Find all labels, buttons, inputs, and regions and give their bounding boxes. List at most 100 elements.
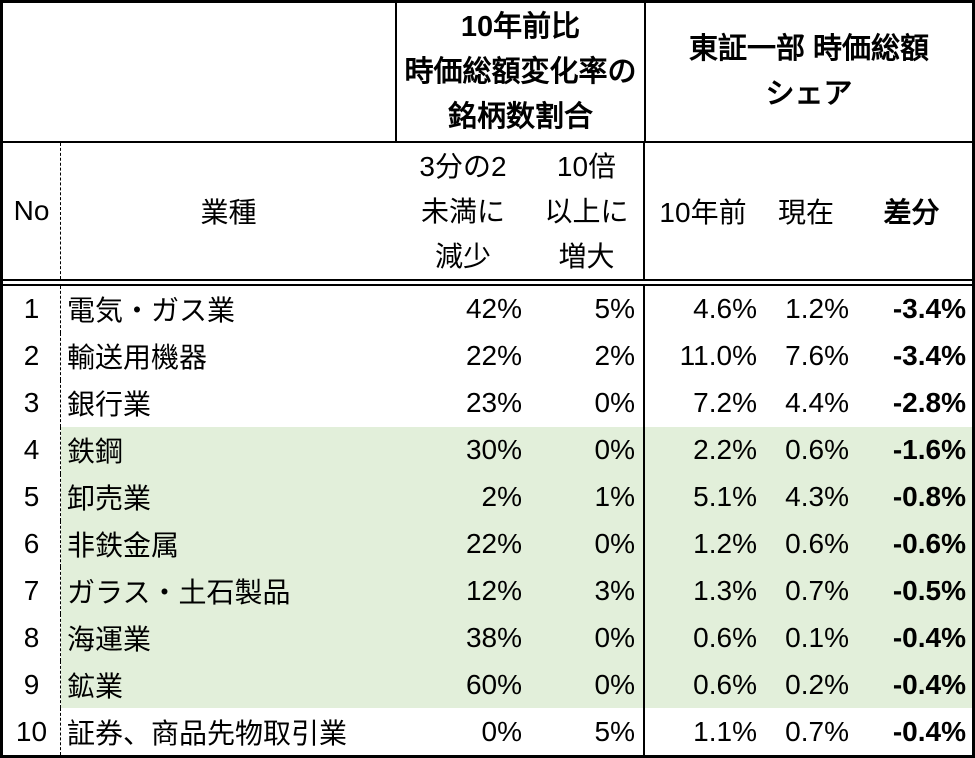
table-body: 1 電気・ガス業 42% 5% 4.6% 1.2% -3.4% 2 輸送用機器 … [3, 286, 972, 755]
cell-industry: 銀行業 [67, 389, 152, 421]
cell-current: 0.6% [761, 520, 851, 568]
cell-increase: 2% [530, 332, 645, 380]
cell-decrease: 38% [396, 614, 530, 662]
group-header-share-line1: 東証一部 時価総額 [688, 33, 930, 65]
cell-current: 0.2% [761, 661, 851, 709]
cell-no: 10 [3, 708, 61, 755]
cell-no: 2 [3, 332, 61, 380]
cell-difference: -0.4% [892, 715, 966, 747]
cell-difference: -0.5% [851, 567, 972, 615]
cell-ten-years-ago: 5.1% [645, 473, 761, 521]
cell-difference: -1.6% [851, 426, 972, 474]
cell-difference: -3.4% [892, 340, 966, 372]
column-header-increase: 10倍 以上に 増大 [530, 143, 645, 279]
cell-no: 5 [3, 473, 61, 521]
cell-no: 8 [3, 614, 61, 662]
cell-difference: -0.8% [851, 473, 972, 521]
table-row: 7 ガラス・土石製品 12% 3% 1.3% 0.7% -0.5% [3, 567, 972, 615]
header-double-rule [3, 279, 972, 286]
cell-industry: 電気・ガス業 [67, 295, 236, 327]
cell-increase: 5% [530, 708, 645, 755]
cell-industry: 証券、商品先物取引業 [67, 717, 348, 749]
cell-increase: 0% [530, 426, 645, 474]
cell-ten-years-ago: 7.2% [693, 387, 757, 419]
group-header-empty-cell [3, 3, 397, 141]
cell-industry: 鉱業 [61, 661, 396, 709]
cell-ten-years-ago: 2.2% [645, 426, 761, 474]
cell-industry: 海運業 [61, 614, 396, 662]
cell-current: 0.7% [785, 715, 849, 747]
group-header-change-ratio: 10年前比 時価総額変化率の 銘柄数割合 [397, 3, 646, 141]
cell-increase: 1% [530, 473, 645, 521]
column-header-increase-line3: 増大 [558, 240, 615, 272]
cell-no: 6 [3, 520, 61, 568]
cell-difference: -0.6% [851, 520, 972, 568]
table-row: 8 海運業 38% 0% 0.6% 0.1% -0.4% [3, 614, 972, 662]
cell-no: 3 [3, 379, 61, 427]
column-header-ten-years-ago: 10年前 [659, 197, 747, 228]
cell-industry: 輸送用機器 [67, 342, 208, 374]
cell-decrease: 42% [465, 293, 522, 325]
table-row: 3 銀行業 23% 0% 7.2% 4.4% -2.8% [3, 379, 972, 427]
cell-increase: 3% [530, 567, 645, 615]
column-header-row: No 業種 3分の2 未満に 減少 10倍 以上に 増大 10年前 現在 差分 [3, 143, 972, 279]
cell-decrease: 30% [396, 426, 530, 474]
cell-difference: -0.4% [851, 661, 972, 709]
cell-ten-years-ago: 1.1% [693, 715, 757, 747]
table-row: 1 電気・ガス業 42% 5% 4.6% 1.2% -3.4% [3, 286, 972, 333]
cell-ten-years-ago: 4.6% [693, 293, 757, 325]
cell-increase: 0% [530, 614, 645, 662]
table-row: 2 輸送用機器 22% 2% 11.0% 7.6% -3.4% [3, 332, 972, 380]
cell-no: 7 [3, 567, 61, 615]
cell-ten-years-ago: 0.6% [645, 614, 761, 662]
column-header-increase-line1: 10倍 [556, 150, 617, 182]
cell-decrease: 12% [396, 567, 530, 615]
column-header-decrease-line1: 3分の2 [419, 150, 507, 182]
cell-decrease: 22% [465, 340, 522, 372]
group-header-change-ratio-line2: 時価総額変化率の [404, 55, 637, 88]
table-row: 5 卸売業 2% 1% 5.1% 4.3% -0.8% [3, 473, 972, 521]
table-row: 6 非鉄金属 22% 0% 1.2% 0.6% -0.6% [3, 520, 972, 568]
cell-ten-years-ago: 1.2% [645, 520, 761, 568]
cell-current: 7.6% [785, 340, 849, 372]
cell-ten-years-ago: 11.0% [679, 340, 757, 372]
cell-current: 4.4% [785, 387, 849, 419]
cell-increase: 5% [530, 286, 645, 333]
column-header-decrease-line3: 減少 [434, 240, 491, 272]
column-header-no: No [3, 143, 61, 279]
cell-current: 0.6% [761, 426, 851, 474]
cell-industry: 非鉄金属 [61, 520, 396, 568]
column-header-difference: 差分 [883, 197, 940, 228]
group-header-share-line2: シェア [765, 78, 853, 110]
group-header-share: 東証一部 時価総額 シェア [646, 3, 972, 141]
cell-current: 0.7% [761, 567, 851, 615]
cell-ten-years-ago: 0.6% [645, 661, 761, 709]
table-row: 4 鉄鋼 30% 0% 2.2% 0.6% -1.6% [3, 426, 972, 474]
group-header-change-ratio-line1: 10年前比 [460, 10, 581, 43]
group-header-row: 10年前比 時価総額変化率の 銘柄数割合 東証一部 時価総額 シェア [3, 3, 972, 143]
cell-no: 9 [3, 661, 61, 709]
cell-increase: 0% [530, 520, 645, 568]
cell-no: 1 [3, 286, 61, 333]
column-header-decrease: 3分の2 未満に 減少 [396, 143, 530, 279]
cell-no: 4 [3, 426, 61, 474]
cell-difference: -3.4% [892, 293, 966, 325]
cell-industry: 卸売業 [61, 473, 396, 521]
table-row: 9 鉱業 60% 0% 0.6% 0.2% -0.4% [3, 661, 972, 709]
column-header-increase-line2: 以上に [544, 195, 629, 227]
cell-current: 0.1% [761, 614, 851, 662]
cell-increase: 0% [530, 661, 645, 709]
cell-decrease: 60% [396, 661, 530, 709]
cell-difference: -2.8% [892, 387, 966, 419]
group-header-change-ratio-line3: 銘柄数割合 [447, 100, 593, 133]
cell-difference: -0.4% [851, 614, 972, 662]
table-row: 10 証券、商品先物取引業 0% 5% 1.1% 0.7% -0.4% [3, 708, 972, 755]
cell-ten-years-ago: 1.3% [645, 567, 761, 615]
column-header-industry: 業種 [200, 197, 257, 228]
cell-increase: 0% [530, 379, 645, 427]
cell-decrease: 0% [481, 715, 522, 747]
cell-current: 4.3% [761, 473, 851, 521]
cell-industry: 鉄鋼 [61, 426, 396, 474]
cell-decrease: 2% [396, 473, 530, 521]
column-header-decrease-line2: 未満に [420, 195, 505, 227]
